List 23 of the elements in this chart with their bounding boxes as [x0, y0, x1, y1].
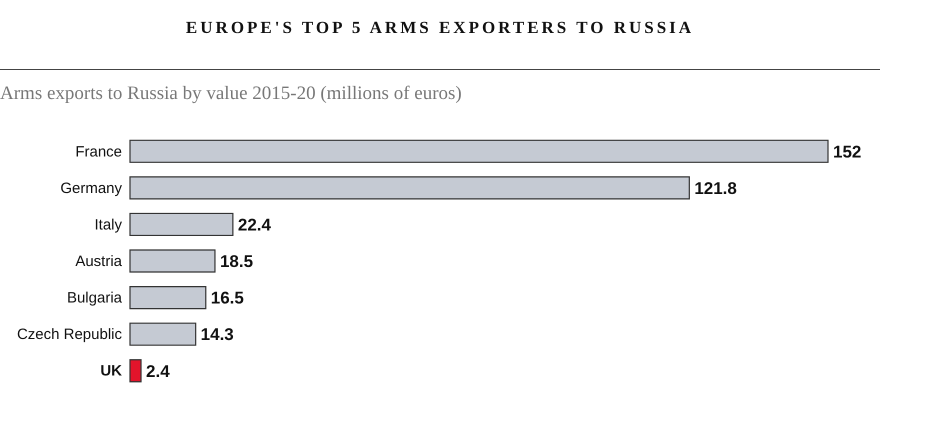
y-tick-label: France — [75, 143, 122, 160]
bar — [129, 286, 206, 310]
y-tick-label: Germany — [60, 180, 122, 197]
data-label: 14.3 — [200, 325, 234, 344]
y-tick-label: UK — [100, 362, 122, 380]
bar — [129, 249, 216, 273]
data-label: 2.4 — [146, 362, 170, 381]
bar — [129, 176, 690, 200]
chart-subtitle: Arms exports to Russia by value 2015-20 (millions of euros) — [0, 83, 462, 105]
bar — [129, 322, 196, 346]
y-tick-label: Czech Republic — [16, 326, 122, 344]
data-label: 16.5 — [210, 288, 244, 308]
data-label: 22.4 — [238, 215, 272, 234]
y-tick-label: Italy — [94, 216, 122, 234]
data-label: 18.5 — [220, 252, 254, 272]
y-tick-label: Bulgaria — [66, 290, 123, 307]
bar — [129, 140, 829, 163]
data-label: 152 — [833, 142, 862, 162]
bar — [129, 212, 234, 236]
chart-title: EUROPE'S TOP 5 ARMS EXPORTERS TO RUSSIA — [184, 18, 696, 38]
bar — [129, 359, 142, 382]
data-label: 121.8 — [694, 178, 737, 198]
y-tick-label: Austria — [75, 253, 123, 270]
